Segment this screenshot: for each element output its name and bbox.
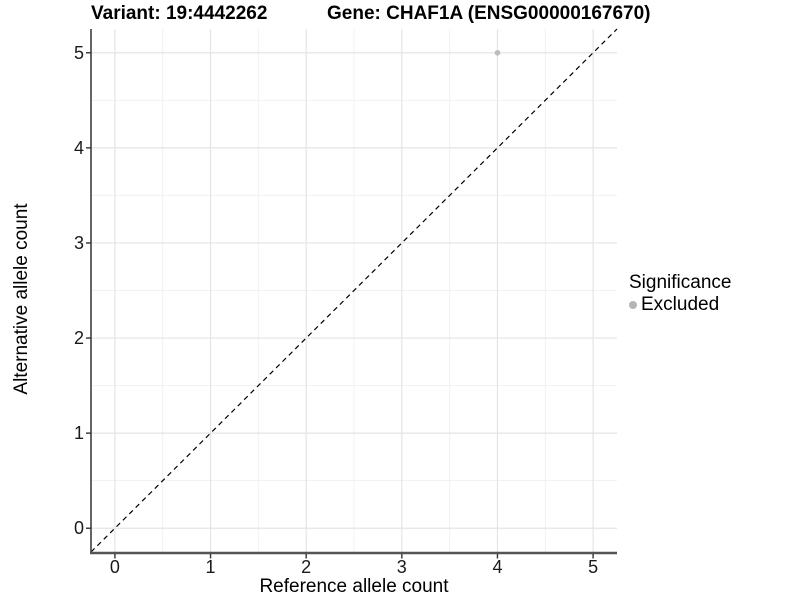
y-tick-label: 5: [73, 42, 84, 63]
x-tick-label: 5: [588, 557, 599, 577]
x-tick-label: 4: [492, 557, 503, 577]
data-point: [494, 49, 501, 56]
y-axis-title: Alternative allele count: [11, 203, 32, 395]
x-tick-label: 0: [109, 557, 120, 577]
legend-item-label: Excluded: [641, 294, 720, 315]
x-tick-label: 3: [396, 557, 407, 577]
x-tick-label: 1: [205, 557, 216, 577]
x-tick-label: 2: [301, 557, 312, 577]
legend-title: Significance: [629, 272, 732, 293]
y-tick-label: 4: [73, 137, 84, 158]
legend-items: Excluded: [629, 295, 731, 315]
y-tick-label: 1: [73, 423, 84, 444]
legend-point-icon: [629, 301, 637, 309]
x-axis-title: Reference allele count: [259, 576, 449, 597]
y-tick-label: 2: [73, 328, 84, 349]
legend-item: Excluded: [629, 295, 731, 315]
y-tick-label: 0: [73, 518, 84, 539]
identity-dashed-line: [90, 28, 618, 553]
legend: Significance Excluded: [629, 272, 731, 315]
y-tick-label: 3: [73, 232, 84, 253]
plot-title-gene: Gene: CHAF1A (ENSG00000167670): [327, 3, 651, 24]
plot-title-variant: Variant: 19:4442262: [91, 3, 268, 24]
